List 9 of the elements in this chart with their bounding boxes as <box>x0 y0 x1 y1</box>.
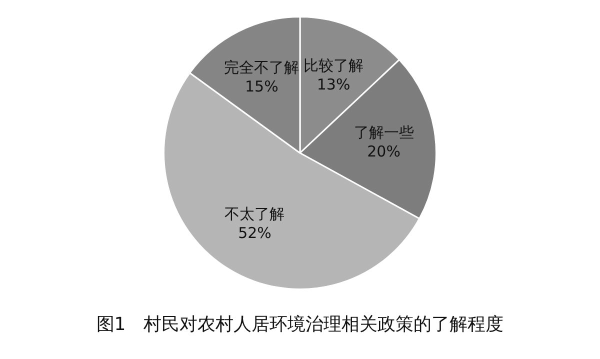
data-label: 13% <box>316 75 350 94</box>
data-label: 15% <box>244 78 278 96</box>
data-label: 20% <box>367 142 400 160</box>
slice-label: 比较了解 <box>304 56 364 74</box>
slice-label: 不太了解 <box>224 205 285 224</box>
text: 图1 村民对农村人居环境治理相关政策的了解程度 <box>95 313 505 336</box>
data-label: 52% <box>238 224 272 242</box>
slice-label: 完全不了解 <box>224 58 300 77</box>
slice-label: 了解一些 <box>354 123 414 142</box>
